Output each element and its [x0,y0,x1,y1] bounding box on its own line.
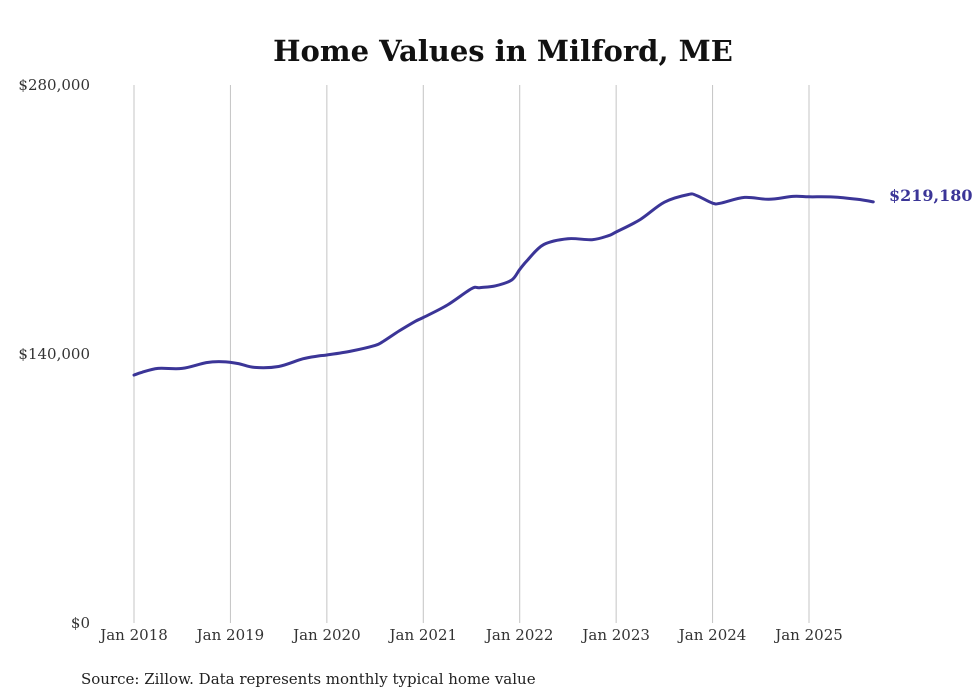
x-tick-label: Jan 2023 [580,626,650,644]
y-tick-label: $0 [71,614,90,632]
y-tick-label: $280,000 [18,76,90,94]
source-note: Source: Zillow. Data represents monthly … [81,670,536,688]
x-tick-label: Jan 2024 [677,626,747,644]
x-axis-tick-labels: Jan 2018 Jan 2019 Jan 2020 Jan 2021 Jan 2022… [98,626,843,644]
last-value-label: $219,180 [889,186,973,205]
chart-title: Home Values in Milford, ME [273,34,733,68]
x-tick-label: Jan 2025 [773,626,843,644]
x-tick-label: Jan 2019 [195,626,265,644]
x-tick-label: Jan 2021 [388,626,458,644]
y-axis-tick-labels: $0 $140,000 $280,000 [18,76,90,632]
x-tick-label: Jan 2020 [291,626,361,644]
x-tick-label: Jan 2018 [98,626,168,644]
y-tick-label: $140,000 [18,345,90,363]
home-value-series-line [132,192,875,377]
x-tick-label: Jan 2022 [484,626,554,644]
gridlines [133,85,810,623]
